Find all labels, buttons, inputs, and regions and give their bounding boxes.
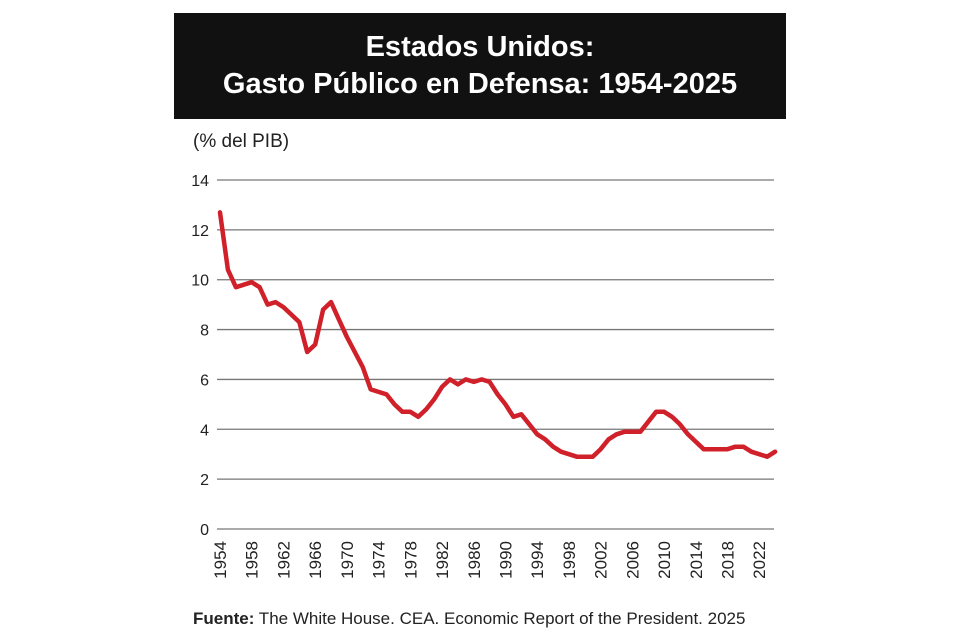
x-tick-label: 2022 [750, 541, 769, 579]
x-tick-label: 1994 [528, 541, 547, 579]
y-tick-label: 12 [191, 223, 209, 240]
y-tick-label: 10 [191, 273, 209, 290]
y-tick-label: 14 [191, 173, 209, 190]
x-tick-label: 2014 [687, 541, 706, 579]
y-tick-label: 0 [200, 522, 209, 539]
x-tick-label: 1954 [211, 541, 230, 579]
x-tick-label: 1962 [274, 541, 293, 579]
y-tick-label: 6 [200, 372, 209, 389]
y-tick-label: 8 [200, 323, 209, 340]
x-tick-label: 1970 [338, 541, 357, 579]
source-text: The White House. CEA. Economic Report of… [254, 609, 746, 628]
source-label: Fuente: [193, 609, 255, 628]
x-tick-label: 1998 [560, 541, 579, 579]
source-note: Fuente: The White House. CEA. Economic R… [193, 609, 745, 629]
x-tick-label: 1982 [433, 541, 452, 579]
x-tick-label: 1974 [370, 541, 389, 579]
data-line [217, 210, 778, 459]
x-tick-label: 1958 [243, 541, 262, 579]
x-tick-label: 2002 [592, 541, 611, 579]
x-tick-label: 1966 [306, 541, 325, 579]
y-tick-label: 4 [200, 422, 209, 439]
x-tick-label: 1978 [401, 541, 420, 579]
title-line-2: Gasto Público en Defensa: 1954-2025 [222, 68, 738, 100]
x-tick-label: 1986 [465, 541, 484, 579]
chart-title: Estados Unidos: Gasto Público en Defensa… [174, 13, 786, 119]
x-tick-label: 1990 [496, 541, 515, 579]
y-axis-label: (% del PIB) [193, 131, 290, 152]
y-tick-label: 2 [200, 472, 209, 489]
x-tick-label: 2018 [719, 541, 738, 579]
x-tick-label: 2006 [623, 541, 642, 579]
title-line-1: Estados Unidos: [365, 31, 595, 63]
x-tick-label: 2010 [655, 541, 674, 579]
